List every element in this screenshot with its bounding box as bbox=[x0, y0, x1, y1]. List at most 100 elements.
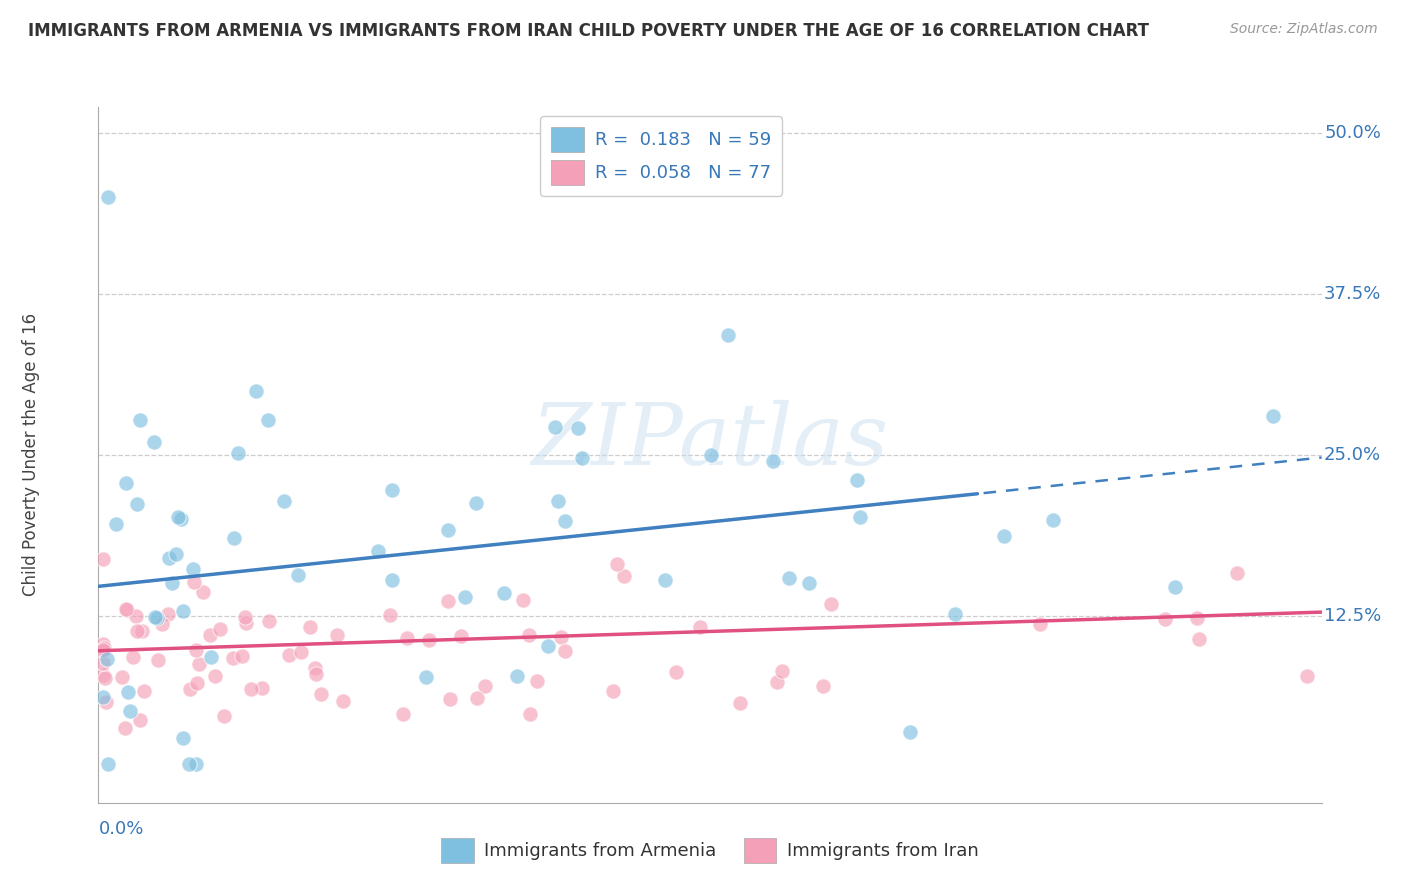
Point bbox=[184, 642, 207, 657]
Point bbox=[91, 690, 114, 705]
Point bbox=[172, 731, 194, 746]
Point bbox=[439, 691, 461, 706]
Point bbox=[1164, 580, 1187, 594]
Point bbox=[91, 657, 114, 671]
Point bbox=[94, 671, 117, 685]
Point bbox=[172, 604, 194, 618]
Point bbox=[304, 661, 326, 675]
Point bbox=[381, 573, 404, 587]
Point bbox=[240, 681, 263, 696]
Point bbox=[512, 593, 534, 607]
Legend: Immigrants from Armenia, Immigrants from Iran: Immigrants from Armenia, Immigrants from… bbox=[434, 830, 986, 871]
Text: Child Poverty Under the Age of 16: Child Poverty Under the Age of 16 bbox=[22, 313, 41, 597]
Point bbox=[97, 757, 120, 772]
Point bbox=[179, 682, 201, 697]
Point bbox=[765, 674, 787, 689]
Point bbox=[547, 494, 569, 508]
Point bbox=[93, 641, 115, 656]
Point bbox=[257, 413, 280, 427]
Point bbox=[166, 510, 188, 524]
Point bbox=[602, 684, 624, 698]
Point bbox=[1296, 668, 1319, 682]
Text: IMMIGRANTS FROM ARMENIA VS IMMIGRANTS FROM IRAN CHILD POVERTY UNDER THE AGE OF 1: IMMIGRANTS FROM ARMENIA VS IMMIGRANTS FR… bbox=[28, 22, 1149, 40]
Point bbox=[1029, 617, 1052, 632]
Point bbox=[900, 725, 922, 739]
Point bbox=[845, 473, 868, 487]
Point bbox=[165, 547, 187, 561]
Point bbox=[526, 673, 548, 688]
Point bbox=[198, 628, 221, 642]
Point bbox=[820, 597, 842, 611]
Point bbox=[554, 644, 576, 658]
Point bbox=[287, 568, 309, 582]
Point bbox=[454, 590, 477, 604]
Point bbox=[1188, 632, 1211, 647]
Point bbox=[157, 607, 180, 621]
Point bbox=[146, 653, 169, 667]
Point bbox=[299, 619, 322, 633]
Point bbox=[436, 594, 458, 608]
Point bbox=[226, 446, 249, 460]
Point bbox=[550, 630, 572, 644]
Point bbox=[97, 190, 120, 204]
Point bbox=[143, 434, 166, 449]
Point bbox=[494, 585, 516, 599]
Point bbox=[91, 643, 114, 657]
Point bbox=[209, 622, 232, 636]
Point bbox=[1261, 409, 1284, 424]
Point bbox=[94, 695, 117, 709]
Point bbox=[160, 575, 183, 590]
Point bbox=[811, 679, 834, 693]
Point bbox=[177, 757, 200, 772]
Point bbox=[567, 421, 589, 435]
Point bbox=[257, 614, 280, 628]
Point bbox=[290, 645, 312, 659]
Point bbox=[117, 603, 139, 617]
Point bbox=[689, 620, 711, 634]
Point bbox=[728, 696, 751, 710]
Point bbox=[91, 637, 114, 651]
Point bbox=[304, 666, 326, 681]
Point bbox=[613, 569, 636, 583]
Point bbox=[396, 631, 419, 645]
Point bbox=[231, 648, 253, 663]
Point bbox=[222, 651, 245, 665]
Point bbox=[277, 648, 299, 662]
Point bbox=[125, 609, 148, 624]
Point bbox=[474, 679, 496, 693]
Point bbox=[381, 483, 404, 497]
Text: 25.0%: 25.0% bbox=[1324, 446, 1381, 464]
Point bbox=[1153, 613, 1175, 627]
Point bbox=[770, 664, 793, 678]
Point bbox=[418, 633, 440, 648]
Point bbox=[111, 670, 134, 684]
Point bbox=[849, 510, 872, 524]
Point bbox=[762, 453, 785, 467]
Point bbox=[104, 516, 127, 531]
Point bbox=[117, 685, 139, 699]
Point bbox=[235, 616, 257, 631]
Point bbox=[233, 610, 256, 624]
Point bbox=[378, 608, 401, 623]
Point bbox=[517, 628, 540, 642]
Point bbox=[1185, 611, 1208, 625]
Point bbox=[465, 690, 488, 705]
Text: 0.0%: 0.0% bbox=[98, 821, 143, 838]
Point bbox=[191, 584, 214, 599]
Point bbox=[778, 571, 800, 585]
Point bbox=[799, 575, 821, 590]
Point bbox=[204, 669, 226, 683]
Point bbox=[537, 639, 560, 653]
Text: ZIPatlas: ZIPatlas bbox=[531, 400, 889, 483]
Point bbox=[91, 668, 114, 682]
Point bbox=[544, 419, 567, 434]
Point bbox=[1042, 512, 1064, 526]
Point bbox=[115, 602, 138, 616]
Text: 12.5%: 12.5% bbox=[1324, 607, 1381, 625]
Point bbox=[200, 650, 222, 665]
Point bbox=[273, 493, 295, 508]
Point bbox=[332, 694, 354, 708]
Point bbox=[181, 562, 204, 576]
Point bbox=[122, 650, 145, 665]
Point bbox=[222, 531, 245, 545]
